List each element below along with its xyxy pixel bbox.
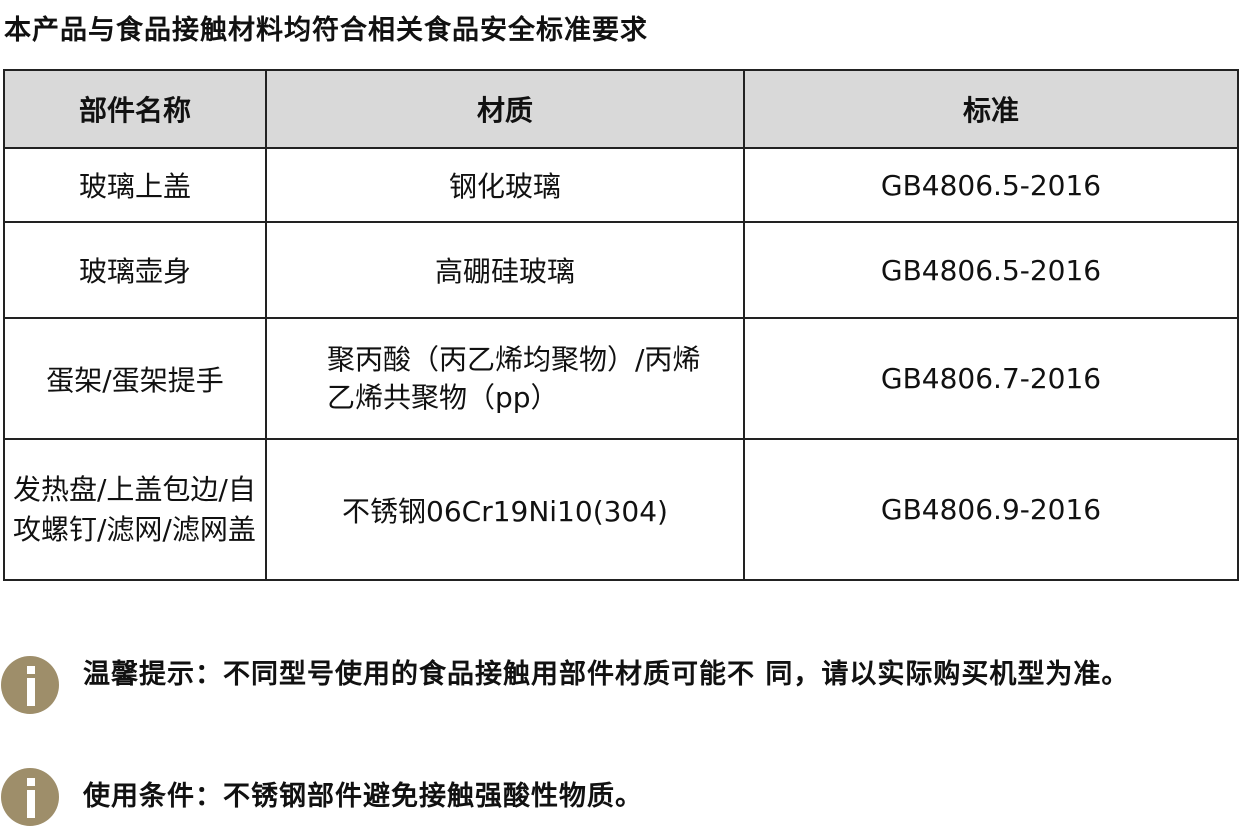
cell-standard: GB4806.9-2016	[743, 438, 1239, 581]
page-title: 本产品与食品接触材料均符合相关食品安全标准要求	[4, 15, 648, 46]
tip-note: 温馨提示：不同型号使用的食品接触用部件材质可能不 同，请以实际购买机型为准。	[0, 656, 1243, 714]
header-part: 部件名称	[3, 69, 267, 149]
usage-note: 使用条件：不锈钢部件避免接触强酸性物质。	[0, 768, 1243, 826]
cell-standard: GB4806.5-2016	[743, 147, 1239, 223]
cell-part: 蛋架/蛋架提手	[3, 317, 267, 440]
table-header: 部件名称 材质 标准	[3, 69, 1239, 149]
cell-material: 不锈钢06Cr19Ni10(304)	[265, 438, 745, 581]
cell-material: 钢化玻璃	[265, 147, 745, 223]
cell-part: 玻璃壶身	[3, 221, 267, 319]
info-icon	[1, 768, 59, 826]
cell-standard: GB4806.7-2016	[743, 317, 1239, 440]
tip-text: 温馨提示：不同型号使用的食品接触用部件材质可能不 同，请以实际购买机型为准。	[83, 659, 1130, 690]
header-material: 材质	[265, 69, 745, 149]
materials-table: 部件名称 材质 标准 玻璃上盖 钢化玻璃 GB4806.5-2016 玻璃壶身 …	[3, 69, 1239, 581]
info-icon	[1, 656, 59, 714]
table-row: 玻璃壶身 高硼硅玻璃 GB4806.5-2016	[3, 221, 1239, 319]
cell-standard: GB4806.5-2016	[743, 221, 1239, 319]
header-standard: 标准	[743, 69, 1239, 149]
cell-part: 发热盘/上盖包边/自攻螺钉/滤网/滤网盖	[3, 438, 267, 581]
cell-material: 高硼硅玻璃	[265, 221, 745, 319]
table-row: 蛋架/蛋架提手 聚丙酸（丙乙烯均聚物）/丙烯乙烯共聚物（pp） GB4806.7…	[3, 317, 1239, 440]
table-row: 玻璃上盖 钢化玻璃 GB4806.5-2016	[3, 147, 1239, 223]
table-row: 发热盘/上盖包边/自攻螺钉/滤网/滤网盖 不锈钢06Cr19Ni10(304) …	[3, 438, 1239, 581]
cell-material: 聚丙酸（丙乙烯均聚物）/丙烯乙烯共聚物（pp）	[265, 317, 745, 440]
cell-part: 玻璃上盖	[3, 147, 267, 223]
usage-text: 使用条件：不锈钢部件避免接触强酸性物质。	[83, 781, 643, 812]
